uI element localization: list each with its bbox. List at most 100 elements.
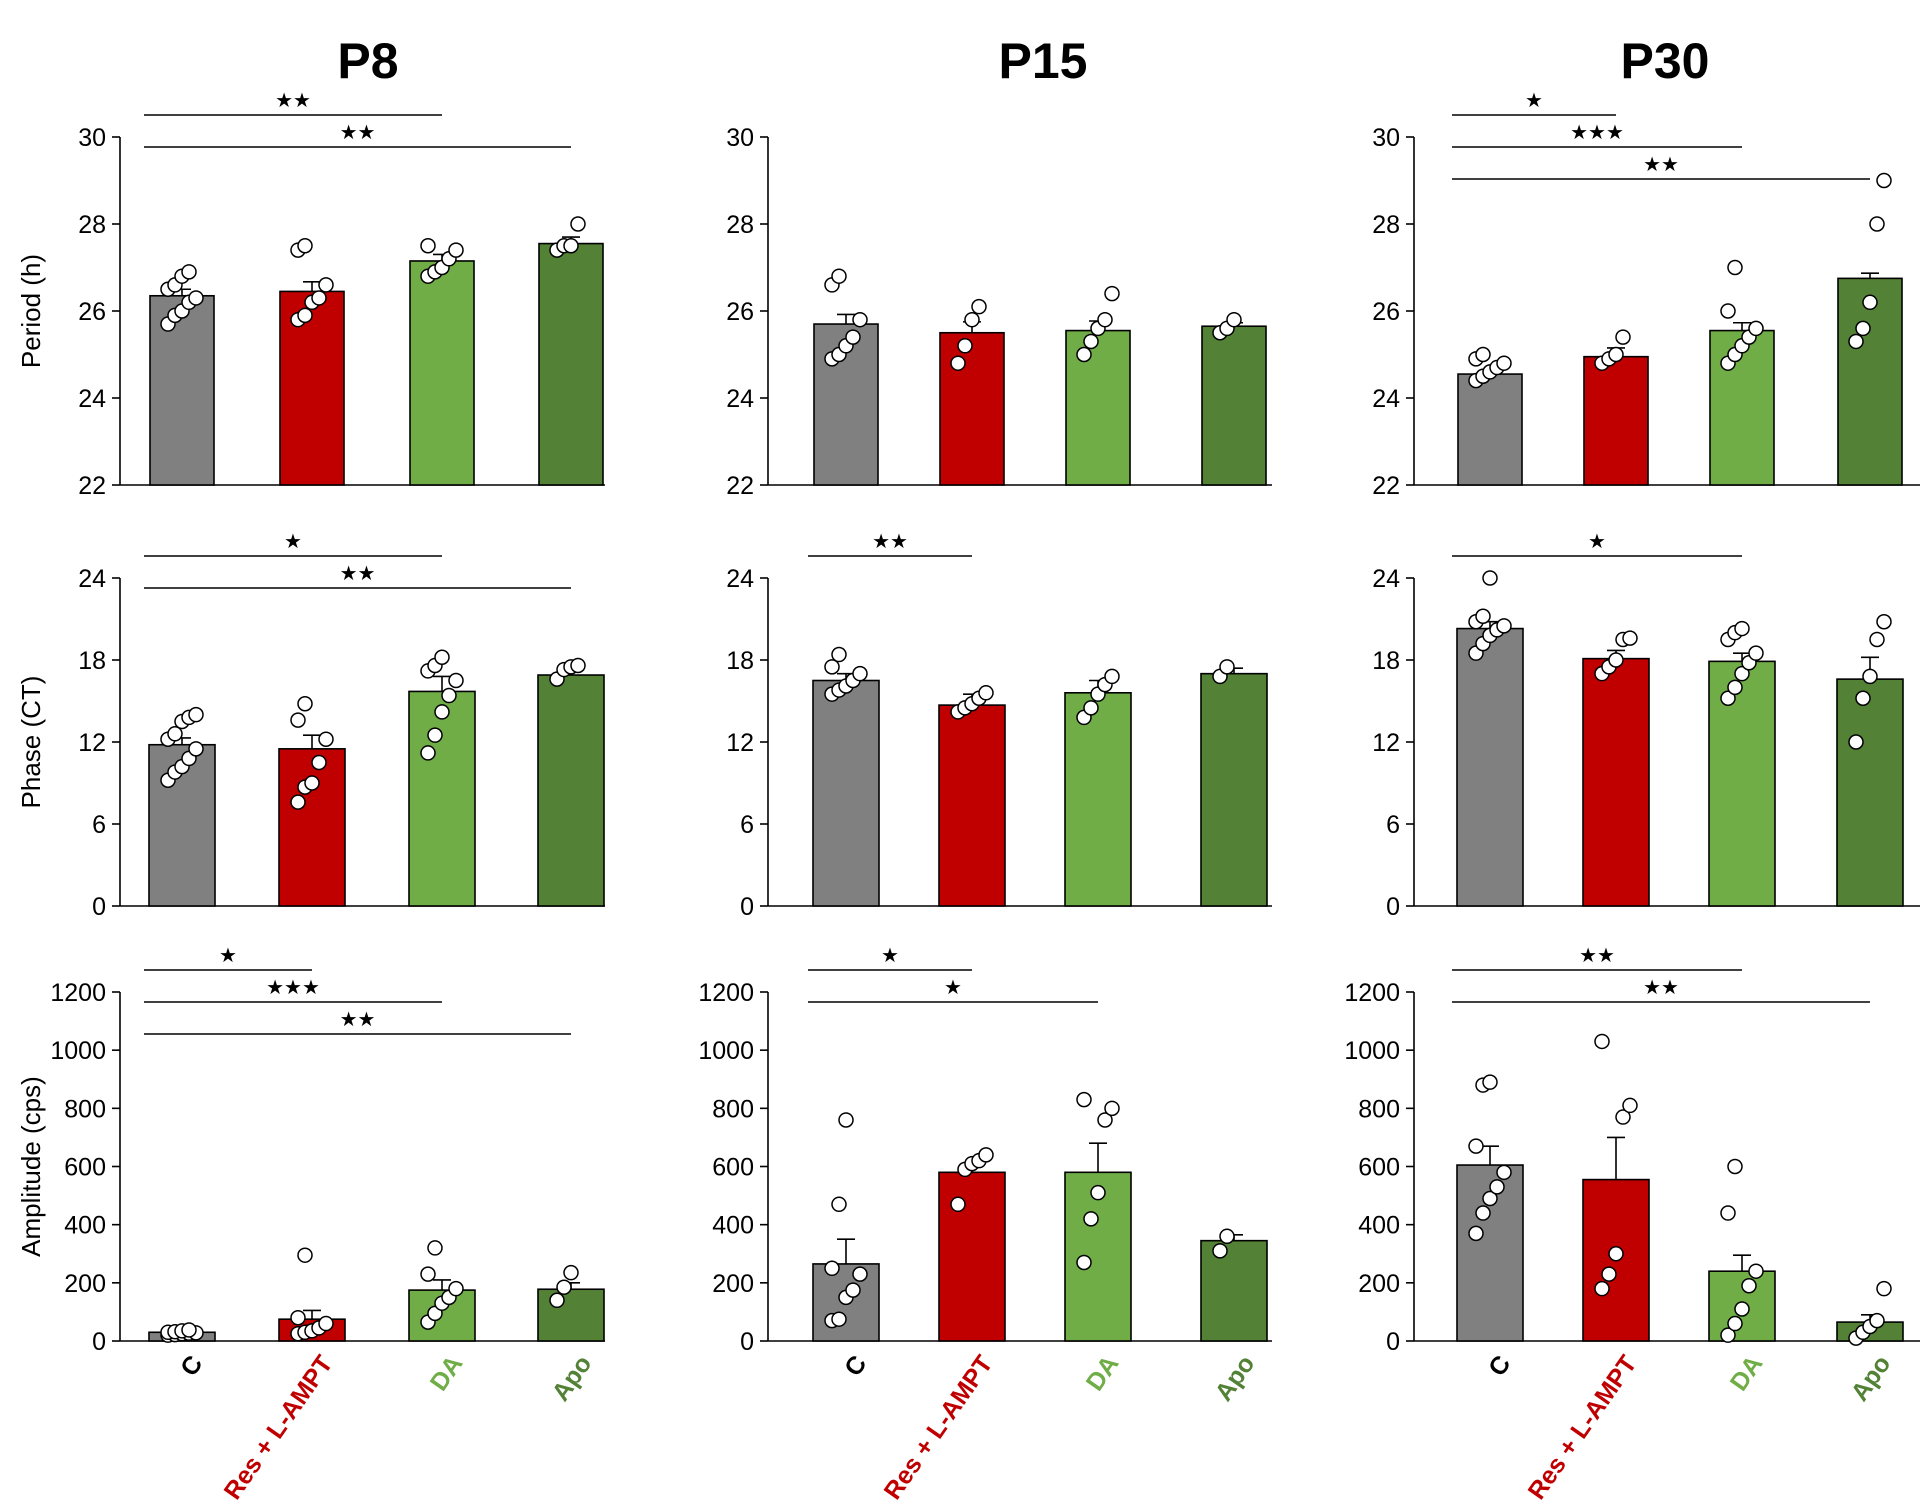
data-point	[1734, 1301, 1750, 1317]
data-point	[831, 1311, 847, 1327]
bar	[1064, 691, 1132, 907]
data-point	[950, 355, 966, 371]
data-point	[1482, 570, 1498, 586]
data-point	[1076, 1091, 1092, 1108]
bar	[1836, 678, 1904, 907]
data-point	[1741, 1277, 1757, 1294]
y-tick-label: 600	[712, 1154, 754, 1182]
data-point	[831, 646, 847, 663]
bar	[1200, 1239, 1268, 1342]
data-point	[1734, 665, 1750, 682]
data-point	[1615, 329, 1631, 345]
bar	[149, 294, 215, 486]
data-point	[1720, 690, 1736, 707]
bar	[279, 290, 345, 486]
bar	[278, 748, 346, 907]
data-point	[964, 311, 980, 328]
data-point	[188, 706, 204, 723]
data-point	[1482, 1190, 1498, 1207]
data-point	[1219, 1228, 1235, 1245]
y-axis-label: Amplitude (cps)	[16, 1076, 46, 1257]
y-tick-label: 24	[1372, 565, 1400, 593]
y-tick-label: 200	[1358, 1270, 1400, 1298]
data-point	[570, 657, 586, 674]
data-point	[852, 311, 868, 328]
data-point	[297, 238, 313, 254]
data-point	[1622, 630, 1638, 646]
y-tick-label: 200	[712, 1270, 754, 1298]
significance-stars: ★★	[340, 1007, 376, 1031]
y-tick-label: 400	[712, 1212, 754, 1240]
data-point	[1869, 631, 1885, 648]
bar	[1457, 373, 1523, 486]
panel-p30-row2: 0 6 12 18 24 ★	[1372, 529, 1920, 921]
data-point	[1876, 172, 1892, 189]
significance-stars: ★★	[1643, 152, 1679, 176]
data-point	[1097, 1112, 1113, 1128]
bar	[538, 242, 604, 486]
data-point	[1083, 1211, 1099, 1227]
data-point	[1622, 1097, 1638, 1114]
data-point	[427, 727, 443, 743]
data-point	[563, 238, 579, 254]
data-point	[1720, 1205, 1736, 1221]
data-point	[420, 238, 436, 254]
data-point	[297, 307, 313, 324]
data-point	[1083, 333, 1099, 350]
data-point	[838, 1112, 854, 1128]
y-tick-label: 26	[1372, 298, 1400, 326]
significance-stars: ★	[881, 943, 899, 967]
y-tick-label: 22	[1372, 472, 1400, 500]
y-tick-label: 0	[92, 1328, 106, 1356]
data-point	[188, 741, 204, 757]
data-point	[1496, 618, 1512, 634]
data-point	[1489, 1179, 1505, 1195]
category-label: Res + L-AMPT	[219, 1350, 339, 1504]
y-tick-label: 1000	[1344, 1037, 1400, 1065]
data-point	[318, 1315, 334, 1332]
significance-stars: ★★	[1579, 943, 1615, 967]
data-point	[1727, 679, 1743, 696]
data-point	[1482, 1074, 1498, 1090]
y-tick-label: 26	[726, 298, 754, 326]
data-point	[1862, 294, 1878, 311]
y-tick-label: 0	[740, 1328, 754, 1356]
data-point	[311, 290, 327, 306]
bar	[537, 674, 605, 907]
data-point	[1104, 1100, 1120, 1117]
bar	[812, 679, 880, 907]
bar	[1200, 672, 1268, 907]
data-point	[434, 649, 450, 666]
significance-stars: ★	[284, 529, 302, 553]
data-point	[290, 794, 306, 810]
data-point	[290, 1309, 306, 1326]
data-point	[448, 1280, 464, 1297]
y-tick-label: 800	[1358, 1095, 1400, 1123]
category-label: Res + L-AMPT	[879, 1350, 999, 1504]
bar	[409, 260, 475, 486]
y-tick-label: 28	[1372, 211, 1400, 239]
data-point	[845, 1282, 861, 1298]
bar	[1582, 657, 1650, 907]
data-point	[1720, 1327, 1736, 1343]
y-tick-label: 400	[64, 1212, 106, 1240]
data-point	[448, 672, 464, 689]
data-point	[1608, 346, 1624, 363]
data-point	[297, 695, 313, 712]
data-point	[1855, 320, 1871, 337]
data-point	[427, 1240, 443, 1256]
data-point	[1720, 303, 1736, 319]
y-tick-label: 24	[1372, 385, 1400, 413]
y-tick-label: 12	[1372, 729, 1400, 757]
data-point	[188, 290, 204, 306]
bar	[1583, 355, 1649, 486]
data-point	[311, 754, 327, 771]
data-point	[1104, 668, 1120, 685]
y-tick-label: 28	[726, 211, 754, 239]
data-point	[1468, 1138, 1484, 1154]
data-point	[290, 712, 306, 728]
data-point	[563, 1264, 579, 1281]
significance-stars: ★	[944, 975, 962, 999]
data-point	[1076, 346, 1092, 363]
